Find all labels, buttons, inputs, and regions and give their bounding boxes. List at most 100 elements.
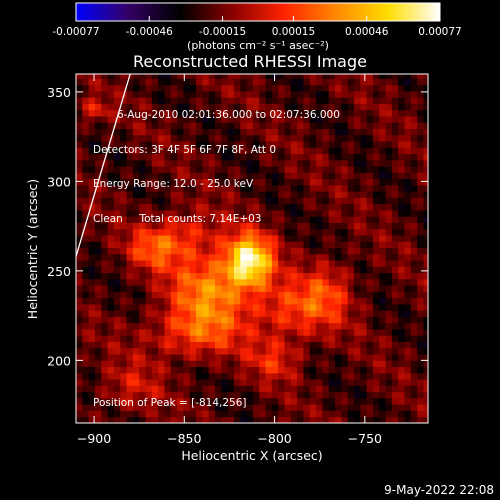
colorbar-tick-label: 0.00015	[272, 26, 315, 38]
heatmap-cell	[353, 316, 361, 324]
heatmap-cell	[183, 184, 191, 192]
heatmap-cell	[379, 247, 386, 255]
heatmap-cell	[177, 103, 184, 111]
heatmap-cell	[177, 134, 184, 142]
heatmap-cell	[391, 159, 399, 167]
heatmap-cell	[113, 247, 121, 255]
heatmap-cell	[271, 109, 279, 117]
heatmap-cell	[132, 103, 140, 111]
heatmap-cell	[107, 91, 115, 98]
heatmap-cell	[202, 253, 210, 261]
heatmap-cell	[360, 354, 368, 361]
heatmap-cell	[410, 166, 418, 173]
heatmap-cell	[303, 354, 311, 361]
heatmap-cell	[398, 297, 405, 305]
heatmap-cell	[189, 235, 197, 242]
heatmap-cell	[221, 116, 229, 123]
heatmap-cell	[183, 159, 191, 167]
heatmap-cell	[297, 347, 304, 355]
heatmap-cell	[366, 116, 374, 123]
heatmap-cell	[164, 385, 172, 393]
heatmap-cell	[120, 84, 127, 92]
heatmap-cell	[379, 109, 386, 117]
heatmap-cell	[170, 128, 178, 136]
heatmap-cell	[221, 197, 229, 205]
heatmap-cell	[417, 109, 424, 117]
heatmap-cell	[132, 216, 140, 223]
heatmap-cell	[113, 272, 121, 280]
heatmap-cell	[240, 222, 247, 230]
heatmap-cell	[246, 347, 254, 355]
heatmap-cell	[101, 97, 108, 104]
heatmap-cell	[151, 285, 159, 292]
heatmap-cell	[297, 191, 304, 198]
heatmap-cell	[132, 335, 140, 342]
heatmap-cell	[208, 147, 216, 155]
heatmap-cell	[398, 347, 405, 355]
heatmap-cell	[391, 266, 399, 274]
heatmap-cell	[366, 297, 374, 305]
heatmap-cell	[385, 178, 393, 186]
heatmap-cell	[202, 347, 210, 355]
heatmap-cell	[94, 329, 102, 336]
heatmap-cell	[284, 379, 292, 386]
heatmap-cell	[170, 97, 178, 104]
heatmap-cell	[271, 366, 279, 374]
heatmap-cell	[265, 153, 273, 161]
heatmap-cell	[410, 410, 418, 418]
heatmap-cell	[417, 128, 424, 136]
heatmap-cell	[126, 347, 134, 355]
heatmap-cell	[316, 103, 323, 111]
heatmap-cell	[303, 166, 311, 173]
heatmap-cell	[126, 134, 134, 142]
heatmap-cell	[278, 235, 285, 242]
heatmap-cell	[88, 341, 96, 349]
heatmap-cell	[410, 147, 418, 155]
heatmap-cell	[353, 260, 361, 267]
heatmap-cell	[391, 329, 399, 336]
heatmap-cell	[278, 397, 285, 405]
heatmap-cell	[196, 410, 203, 418]
heatmap-cell	[410, 235, 418, 242]
heatmap-cell	[290, 91, 298, 98]
heatmap-cell	[120, 210, 127, 217]
heatmap-cell	[189, 128, 197, 136]
heatmap-cell	[189, 203, 197, 211]
heatmap-cell	[158, 354, 165, 361]
heatmap-cell	[309, 335, 317, 342]
heatmap-cell	[214, 329, 222, 336]
heatmap-cell	[246, 97, 254, 104]
heatmap-cell	[372, 341, 380, 349]
heatmap-cell	[189, 210, 197, 217]
heatmap-cell	[309, 253, 317, 261]
heatmap-cell	[120, 303, 127, 311]
heatmap-cell	[164, 247, 172, 255]
heatmap-cell	[202, 78, 210, 86]
heatmap-cell	[398, 310, 405, 317]
heatmap-cell	[252, 228, 260, 236]
heatmap-cell	[164, 210, 172, 217]
heatmap-cell	[366, 235, 374, 242]
heatmap-cell	[183, 128, 191, 136]
heatmap-cell	[208, 74, 216, 79]
heatmap-cell	[372, 203, 380, 211]
heatmap-cell	[183, 141, 191, 148]
heatmap-cell	[76, 78, 83, 86]
heatmap-cell	[297, 166, 304, 173]
heatmap-cell	[82, 291, 90, 299]
heatmap-cell	[221, 122, 229, 129]
heatmap-cell	[170, 322, 178, 330]
heatmap-cell	[341, 397, 349, 405]
heatmap-cell	[335, 228, 342, 236]
heatmap-cell	[221, 141, 229, 148]
heatmap-cell	[240, 372, 247, 380]
heatmap-cell	[120, 272, 127, 280]
heatmap-cell	[145, 379, 153, 386]
heatmap-cell	[259, 128, 266, 136]
heatmap-cell	[423, 153, 428, 161]
heatmap-cell	[252, 235, 260, 242]
heatmap-cell	[316, 235, 323, 242]
heatmap-cell	[94, 166, 102, 173]
heatmap-cell	[360, 191, 368, 198]
heatmap-cell	[398, 191, 405, 198]
